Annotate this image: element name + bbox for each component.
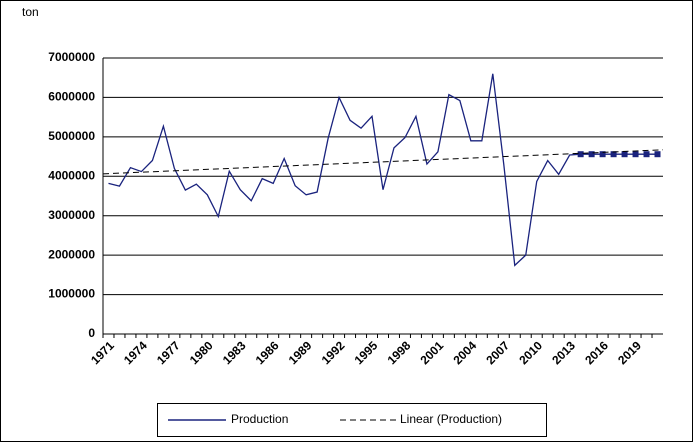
- legend-label: Production: [231, 412, 288, 426]
- marker: [610, 151, 617, 158]
- y-tick-label: 1000000: [48, 287, 95, 301]
- y-tick-label: 4000000: [48, 168, 95, 182]
- marker: [621, 151, 628, 158]
- y-tick-label: 6000000: [48, 90, 95, 104]
- marker: [654, 151, 661, 158]
- series-line: [108, 73, 658, 267]
- y-tick-label: 5000000: [48, 129, 95, 143]
- y-tick-label: 0: [88, 326, 95, 340]
- marker: [632, 151, 639, 158]
- y-tick-label: 2000000: [48, 247, 95, 261]
- y-tick-label: 7000000: [48, 50, 95, 64]
- legend-label: Linear (Production): [400, 412, 502, 426]
- trendline: [102, 149, 664, 175]
- y-axis-label: ton: [22, 5, 39, 19]
- marker: [588, 151, 595, 158]
- marker: [577, 151, 584, 158]
- y-tick-label: 3000000: [48, 208, 95, 222]
- marker: [643, 151, 650, 158]
- marker: [599, 151, 606, 158]
